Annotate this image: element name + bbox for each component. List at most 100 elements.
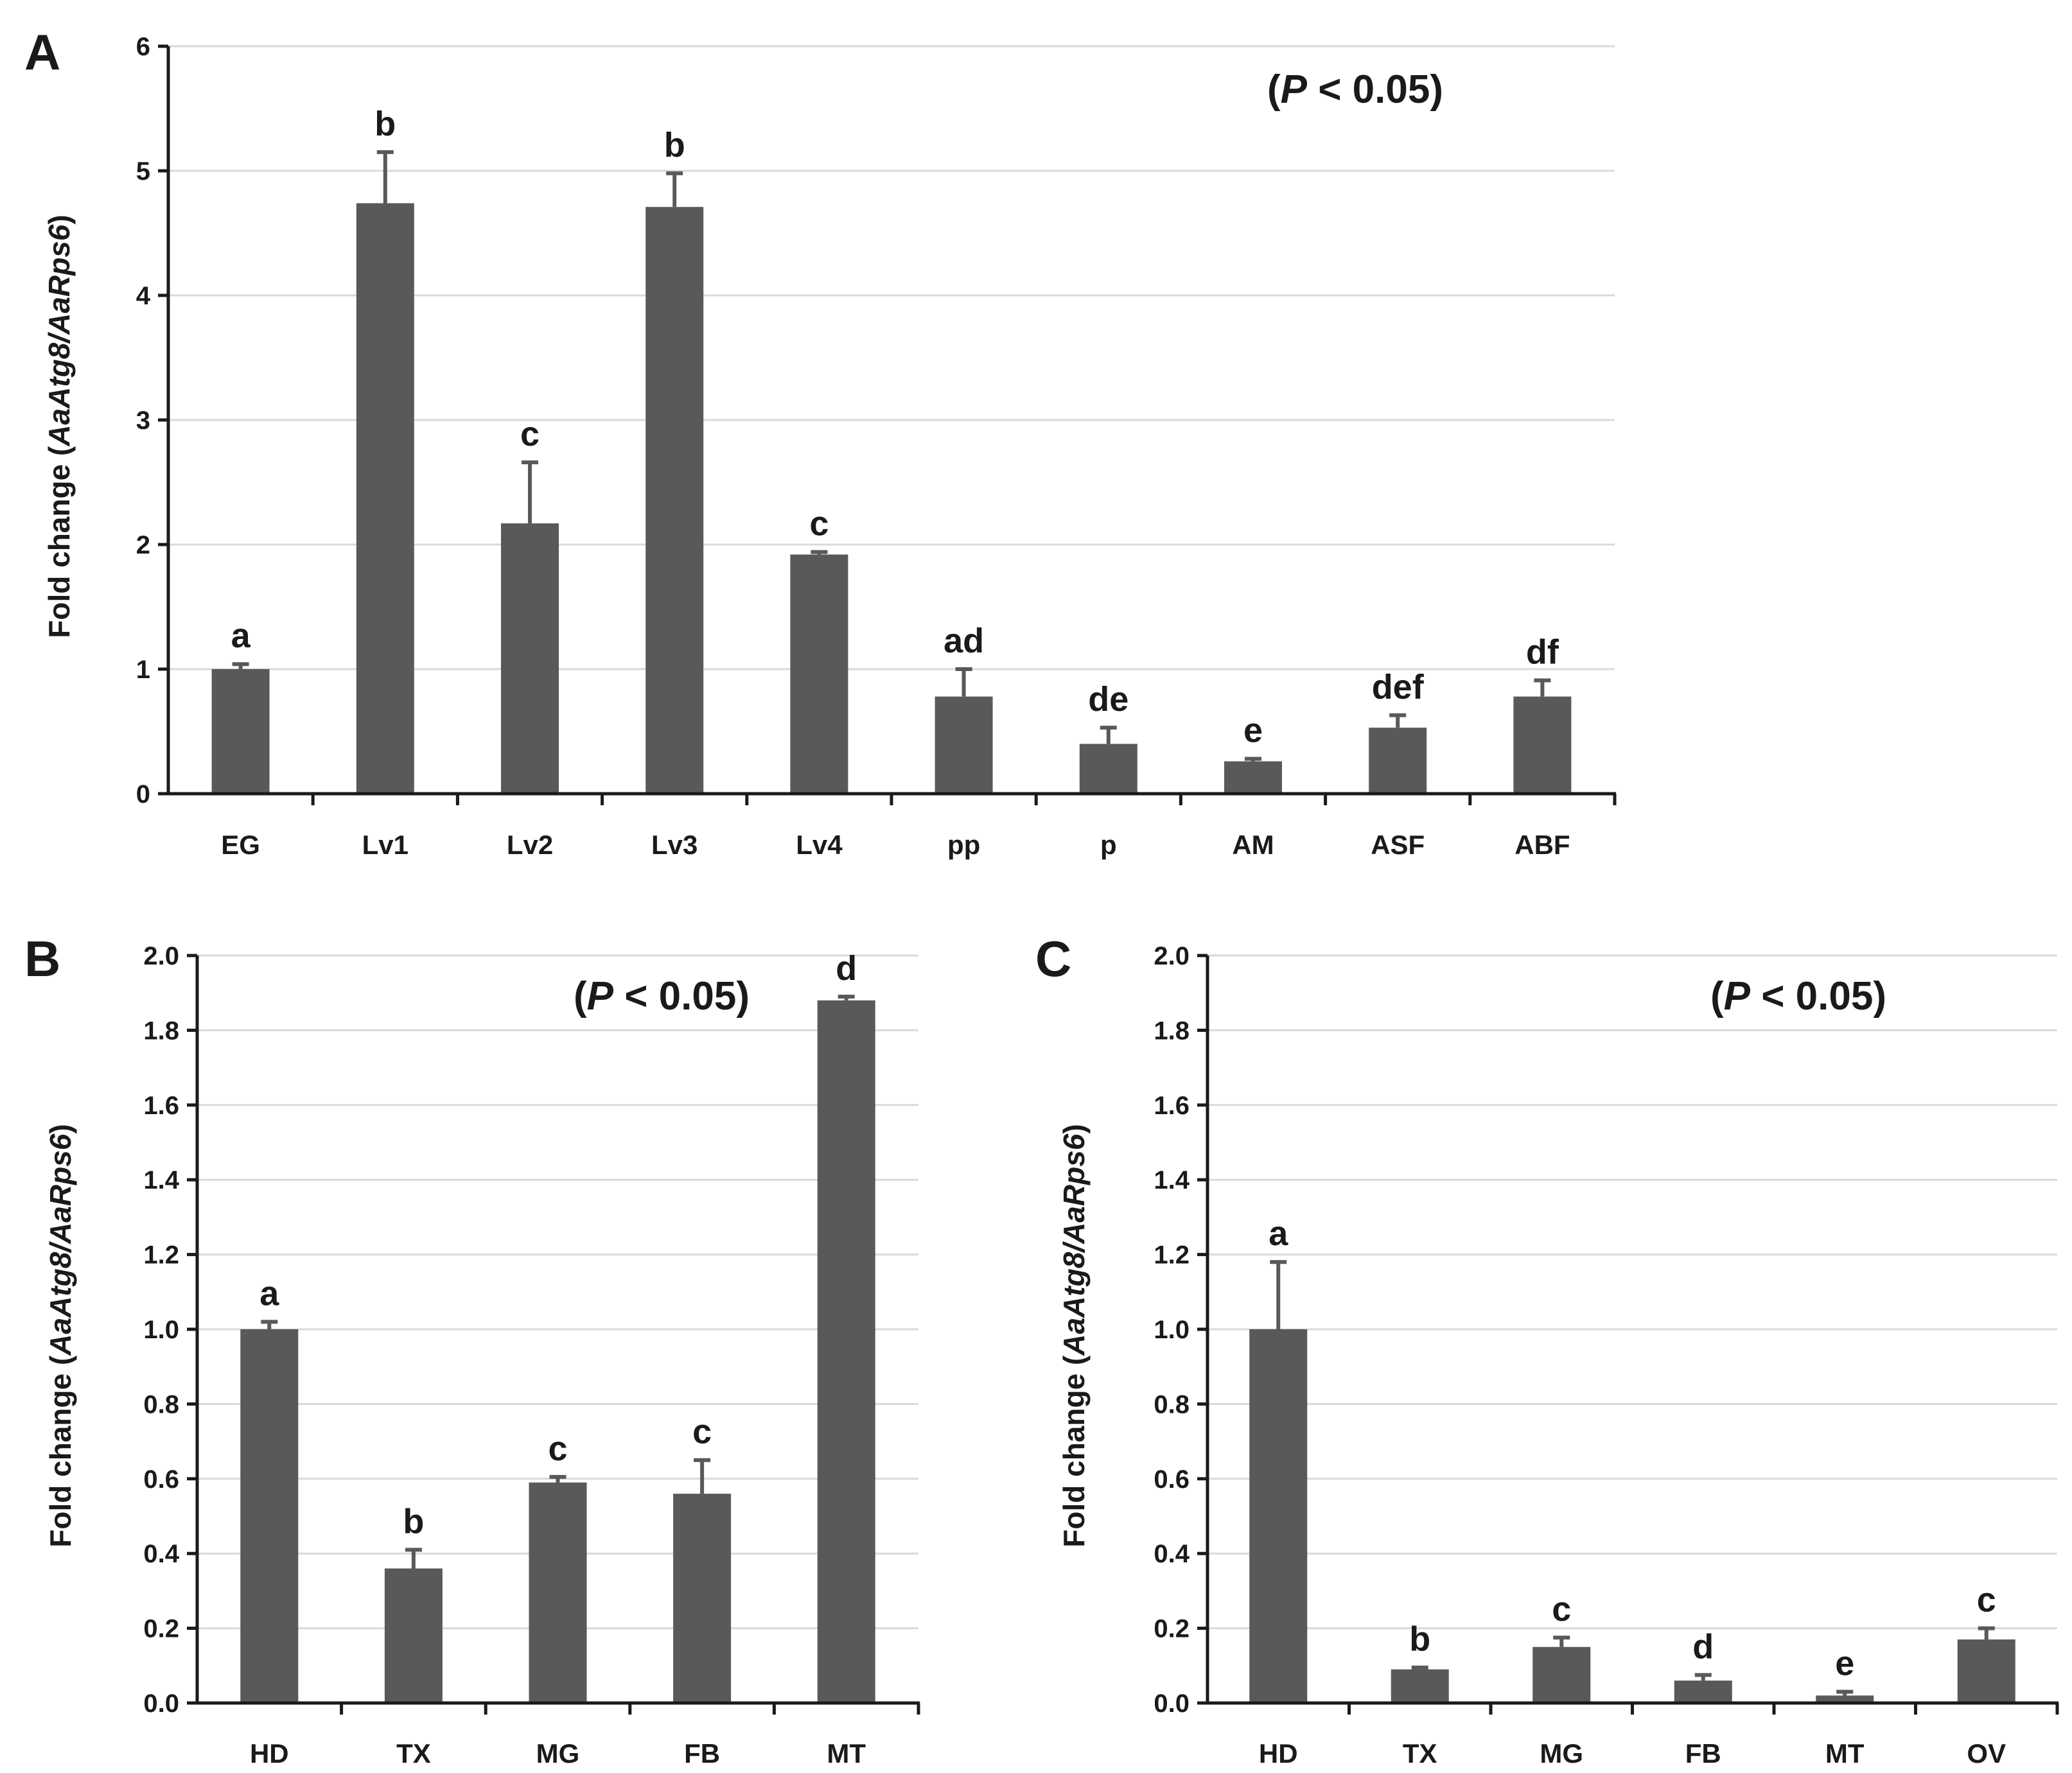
x-tick-label: MT [1825, 1738, 1865, 1769]
x-tick-label: AM [1232, 830, 1274, 860]
x-tick-label: MG [1540, 1738, 1583, 1769]
y-tick-label: 0.0 [143, 1690, 179, 1718]
significance-label: b [374, 105, 396, 143]
y-tick-label: 1.6 [143, 1092, 179, 1120]
y-tick-label: 0.2 [1154, 1615, 1190, 1643]
y-tick-label: 1.2 [143, 1241, 179, 1270]
x-tick-label: FB [684, 1738, 720, 1769]
y-axis-label: Fold change (AaAtg8/AaRps6) [42, 214, 76, 638]
bar [529, 1482, 587, 1703]
y-tick-label: 1.4 [1154, 1166, 1190, 1194]
bar [817, 1000, 875, 1703]
x-tick-label: MT [827, 1738, 866, 1769]
bar [1224, 761, 1282, 794]
y-tick-label: 0.4 [1154, 1540, 1190, 1568]
y-tick-label: 0 [136, 780, 150, 808]
y-tick-label: 2.0 [1154, 942, 1190, 970]
bar [1816, 1695, 1874, 1703]
x-tick-label: ABF [1514, 830, 1570, 860]
bar [935, 696, 993, 794]
bar [673, 1494, 732, 1703]
x-tick-label: Lv3 [651, 830, 698, 860]
x-tick-label: p [1100, 830, 1117, 860]
significance-label: b [403, 1502, 424, 1541]
bar [240, 1329, 299, 1703]
y-tick-label: 0.6 [143, 1465, 179, 1494]
x-tick-label: Lv4 [796, 830, 843, 860]
y-tick-label: 0.2 [143, 1615, 179, 1643]
x-tick-label: EG [221, 830, 260, 860]
significance-label: c [809, 505, 829, 543]
x-tick-label: HD [1259, 1738, 1298, 1769]
x-tick-label: FB [1685, 1738, 1721, 1769]
significance-label: ad [944, 622, 984, 660]
significance-label: c [1552, 1590, 1571, 1629]
x-tick-label: HD [250, 1738, 289, 1769]
panel-letter: A [24, 24, 60, 80]
significance-label: e [1835, 1645, 1854, 1683]
y-tick-label: 0.8 [1154, 1390, 1190, 1419]
y-tick-label: 0.0 [1154, 1690, 1190, 1718]
y-tick-label: 2.0 [143, 942, 179, 970]
significance-label: c [1977, 1581, 1996, 1620]
y-tick-label: 6 [136, 33, 150, 61]
significance-label: df [1526, 633, 1559, 671]
significance-label: d [1692, 1627, 1714, 1666]
chart-panel-a: A 0 1 2 3 4 5 6 a EG b Lv1 c Lv2 b Lv3 c Lv4 ad pp de p e AM def… [24, 24, 1617, 860]
y-axis-label: Fold change (AaAtg8/AaRps6) [44, 1124, 77, 1547]
significance-label: de [1088, 680, 1128, 719]
bar [211, 669, 270, 794]
x-tick-label: Lv2 [507, 830, 553, 860]
y-tick-label: 0.8 [143, 1390, 179, 1419]
bar [384, 1568, 443, 1703]
significance-label: c [520, 415, 540, 453]
bar [1369, 728, 1427, 794]
y-tick-label: 1.6 [1154, 1092, 1190, 1120]
y-tick-label: 2 [136, 531, 150, 559]
y-tick-label: 1 [136, 656, 150, 684]
y-tick-label: 3 [136, 406, 150, 435]
x-tick-label: Lv1 [362, 830, 408, 860]
bar [1532, 1646, 1591, 1703]
chart-panel-b: B 0.0 0.2 0.4 0.6 0.8 1.0 1.2 1.4 1.6 1.8 2.0 a HD b TX… [24, 930, 920, 1769]
significance-label: b [1409, 1620, 1430, 1659]
significance-label: a [259, 1274, 279, 1313]
y-tick-label: 1.8 [143, 1017, 179, 1045]
significance-label: c [692, 1413, 712, 1451]
y-tick-label: 0.6 [1154, 1465, 1190, 1494]
bar [356, 203, 414, 794]
bar [1079, 744, 1137, 794]
significance-label: a [1269, 1214, 1288, 1253]
significance-note: (P < 0.05) [574, 974, 750, 1018]
significance-label: a [231, 616, 251, 655]
significance-label: b [664, 126, 685, 164]
bar [1249, 1329, 1308, 1703]
significance-label: def [1372, 668, 1425, 706]
bar [645, 207, 704, 794]
x-tick-label: MG [536, 1738, 580, 1769]
significance-label: c [548, 1429, 567, 1468]
panel-letter: B [24, 930, 60, 987]
x-tick-label: TX [1403, 1738, 1437, 1769]
x-tick-label: OV [1967, 1738, 2006, 1769]
bar [501, 523, 559, 794]
significance-label: d [836, 949, 857, 988]
x-tick-label: TX [396, 1738, 431, 1769]
y-axis-label: Fold change (AaAtg8/AaRps6) [1057, 1124, 1091, 1547]
x-tick-label: pp [947, 830, 980, 860]
bar [1957, 1639, 2015, 1703]
panel-letter: C [1035, 930, 1071, 987]
chart-panel-c: C 0.0 0.2 0.4 0.6 0.8 1.0 1.2 1.4 1.6 1.8 2.0 a HD b TX… [1035, 930, 2059, 1769]
y-tick-label: 0.4 [143, 1540, 179, 1568]
y-tick-label: 5 [136, 157, 150, 186]
bar [1674, 1681, 1732, 1703]
x-tick-label: ASF [1371, 830, 1425, 860]
significance-note: (P < 0.05) [1710, 974, 1886, 1018]
y-tick-label: 1.8 [1154, 1017, 1190, 1045]
significance-note: (P < 0.05) [1267, 67, 1443, 112]
y-tick-label: 1.0 [143, 1316, 179, 1344]
significance-label: e [1243, 712, 1263, 750]
y-tick-label: 1.4 [143, 1166, 179, 1194]
y-tick-label: 4 [136, 282, 151, 310]
